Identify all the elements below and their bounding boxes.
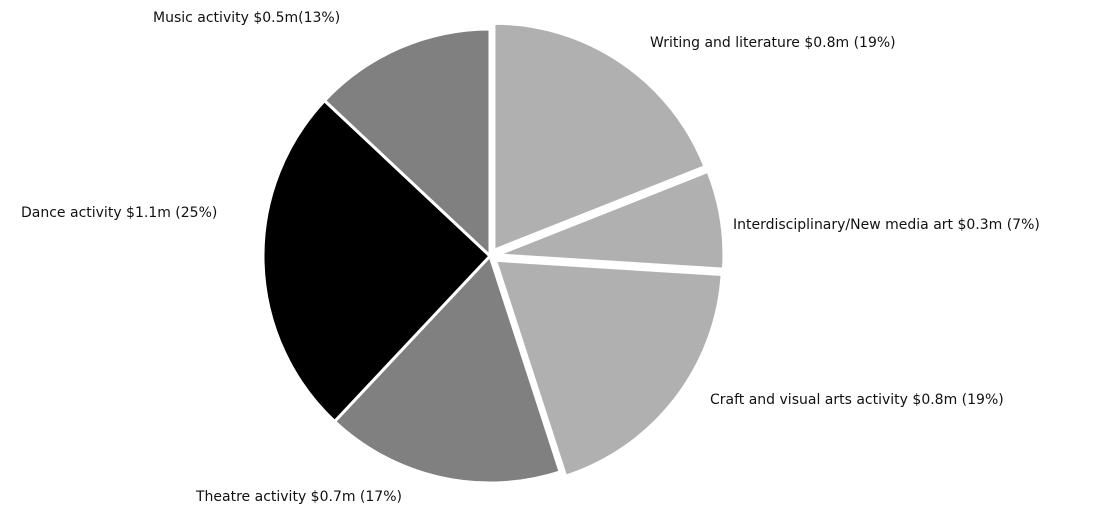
slices-layer <box>261 21 726 485</box>
pie-slice-music-activity <box>323 27 492 258</box>
pie-slice-dance-activity <box>261 99 492 423</box>
pie-slice-theatre-activity <box>333 254 562 485</box>
slice-label-dance-activity: Dance activity $1.1m (25%) <box>21 205 217 221</box>
slice-label-theatre-activity: Theatre activity $0.7m (17%) <box>195 489 402 505</box>
pie-slice-interdisciplinary-new-media-art <box>495 169 726 271</box>
slice-label-craft-and-visual-arts-activity: Craft and visual arts activity $0.8m (19… <box>710 392 1004 408</box>
labels-layer: Writing and literature $0.8m (19%) Inter… <box>21 10 1040 505</box>
pie-slice-writing-and-literature <box>492 21 707 252</box>
slice-label-interdisciplinary-new-media-art: Interdisciplinary/New media art $0.3m (7… <box>733 217 1040 233</box>
slice-label-music-activity: Music activity $0.5m(13%) <box>153 10 340 26</box>
pie-slice-craft-and-visual-arts-activity <box>494 258 724 478</box>
slice-label-writing-and-literature: Writing and literature $0.8m (19%) <box>650 35 896 51</box>
